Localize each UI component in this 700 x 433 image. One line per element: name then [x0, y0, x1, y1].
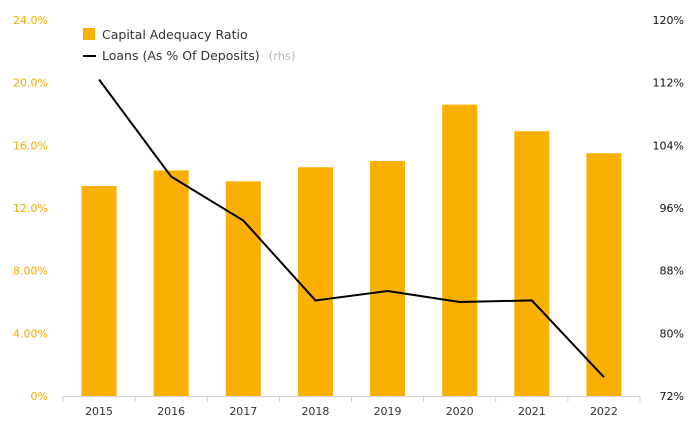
x-tick-label: 2015	[85, 405, 113, 418]
right-tick-label: 88%	[660, 265, 684, 278]
right-tick-label: 72%	[660, 390, 684, 403]
x-tick-label: 2020	[446, 405, 474, 418]
left-tick-label: 8.00%	[13, 265, 48, 278]
left-tick-label: 24.0%	[13, 14, 48, 27]
bar	[514, 131, 550, 396]
bar-series	[81, 104, 622, 396]
left-tick-label: 20.0%	[13, 77, 48, 90]
right-tick-label: 96%	[660, 202, 684, 215]
bar	[225, 181, 261, 396]
legend-swatch-capital-adequacy	[83, 28, 95, 40]
bar	[370, 161, 406, 396]
x-tick-label: 2019	[374, 405, 402, 418]
bar	[81, 186, 117, 396]
x-tick-label: 2021	[518, 405, 546, 418]
right-tick-label: 120%	[653, 14, 684, 27]
legend-label-loans-name: Loans (As % Of Deposits)	[102, 48, 260, 63]
bar	[297, 167, 333, 396]
right-axis-ticks: 72% 80% 88% 96% 104% 112% 120%	[653, 14, 684, 403]
legend-label-capital-adequacy: Capital Adequacy Ratio	[102, 27, 248, 42]
left-axis-ticks: 0% 4.00% 8.00% 12.0% 16.0% 20.0% 24.0%	[13, 14, 48, 403]
x-tick-label: 2017	[229, 405, 257, 418]
x-axis-ticks: 2015 2016 2017 2018 2019 2020 2021 2022	[62, 396, 641, 418]
legend-label-loans: Loans (As % Of Deposits) (rhs)	[102, 45, 296, 64]
x-tick-label: 2018	[301, 405, 329, 418]
left-tick-label: 12.0%	[13, 202, 48, 215]
x-tick-label: 2016	[157, 405, 185, 418]
left-tick-label: 16.0%	[13, 139, 48, 152]
x-tick-label: 2022	[590, 405, 618, 418]
loans-line	[98, 78, 605, 378]
bar	[442, 104, 478, 396]
bar	[586, 153, 622, 396]
bar	[153, 170, 189, 396]
right-tick-label: 112%	[653, 77, 684, 90]
left-tick-label: 4.00%	[13, 327, 48, 340]
legend-label-loans-suffix: (rhs)	[269, 49, 296, 63]
right-tick-label: 80%	[660, 327, 684, 340]
left-tick-label: 0%	[31, 390, 48, 403]
legend: Capital Adequacy Ratio Loans (As % Of De…	[83, 27, 296, 64]
right-tick-label: 104%	[653, 139, 684, 152]
